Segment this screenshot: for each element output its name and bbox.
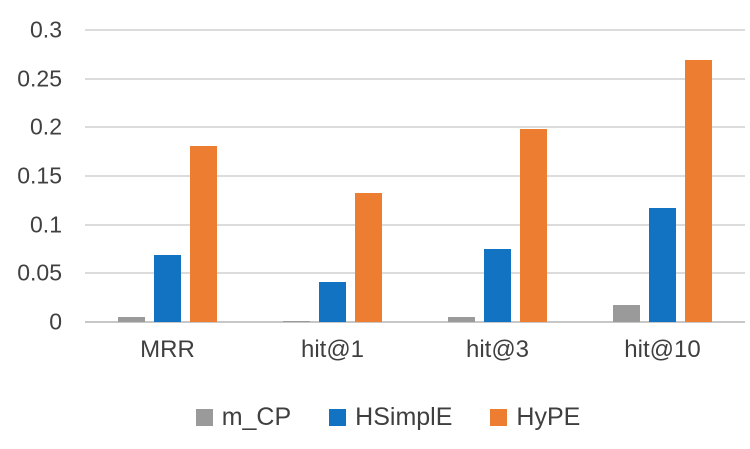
bar-m_CP-hit@1 bbox=[283, 321, 310, 322]
x-axis-baseline bbox=[85, 321, 745, 323]
x-category-label-hit@3: hit@3 bbox=[465, 336, 530, 363]
legend-swatch-icon bbox=[490, 409, 508, 426]
bar-HSimplE-hit@1 bbox=[319, 282, 346, 322]
x-category-label-hit@10: hit@10 bbox=[624, 336, 701, 363]
legend-label: HSimplE bbox=[355, 403, 453, 431]
y-tick-label: 0.25 bbox=[17, 65, 62, 92]
gridline bbox=[85, 126, 745, 129]
bar-group-hit@3 bbox=[415, 30, 580, 322]
bar-HSimplE-hit@10 bbox=[649, 208, 676, 322]
legend-item-HSimplE: HSimplE bbox=[329, 403, 452, 432]
bar-group-hit@1 bbox=[250, 30, 415, 322]
bar-HyPE-MRR bbox=[190, 146, 217, 322]
y-tick-label: 0.05 bbox=[17, 259, 62, 286]
bar-groups bbox=[85, 30, 745, 322]
bar-HyPE-hit@3 bbox=[520, 129, 547, 322]
x-axis-category-labels: MRR hit@1 hit@3 hit@10 bbox=[85, 336, 745, 364]
bar-m_CP-hit@3 bbox=[448, 317, 475, 322]
plot-area bbox=[85, 29, 745, 323]
bar-group-hit@10 bbox=[580, 30, 745, 322]
y-tick-label: 0.2 bbox=[30, 113, 62, 140]
y-tick-label: 0 bbox=[49, 308, 62, 335]
legend-label: HyPE bbox=[516, 403, 581, 431]
x-category-label-MRR: MRR bbox=[140, 336, 195, 363]
legend-item-m_CP: m_CP bbox=[195, 403, 292, 432]
gridline bbox=[85, 29, 745, 31]
legend-label: m_CP bbox=[221, 403, 292, 431]
y-axis-tick-labels: 0 0.05 0.1 0.15 0.2 0.25 0.3 bbox=[0, 17, 62, 335]
x-category-label-hit@1: hit@1 bbox=[300, 336, 365, 363]
bar-HSimplE-MRR bbox=[154, 255, 181, 322]
bar-m_CP-hit@10 bbox=[613, 305, 640, 322]
y-tick-label: 0.3 bbox=[30, 16, 62, 43]
bar-HyPE-hit@1 bbox=[355, 193, 382, 322]
gridline bbox=[85, 223, 745, 226]
legend-item-HyPE: HyPE bbox=[490, 403, 580, 432]
bar-group-MRR bbox=[85, 30, 250, 322]
legend-swatch-icon bbox=[195, 409, 213, 426]
gridline bbox=[85, 77, 745, 80]
legend-swatch-icon bbox=[329, 409, 347, 426]
y-tick-label: 0.15 bbox=[17, 162, 62, 189]
gridline bbox=[85, 272, 745, 275]
y-tick-label: 0.1 bbox=[30, 211, 62, 238]
bar-m_CP-MRR bbox=[118, 317, 145, 322]
bar-HyPE-hit@10 bbox=[685, 60, 712, 322]
bar-HSimplE-hit@3 bbox=[484, 249, 511, 322]
legend: m_CP HSimplE HyPE bbox=[0, 403, 750, 432]
gridline bbox=[85, 175, 745, 177]
